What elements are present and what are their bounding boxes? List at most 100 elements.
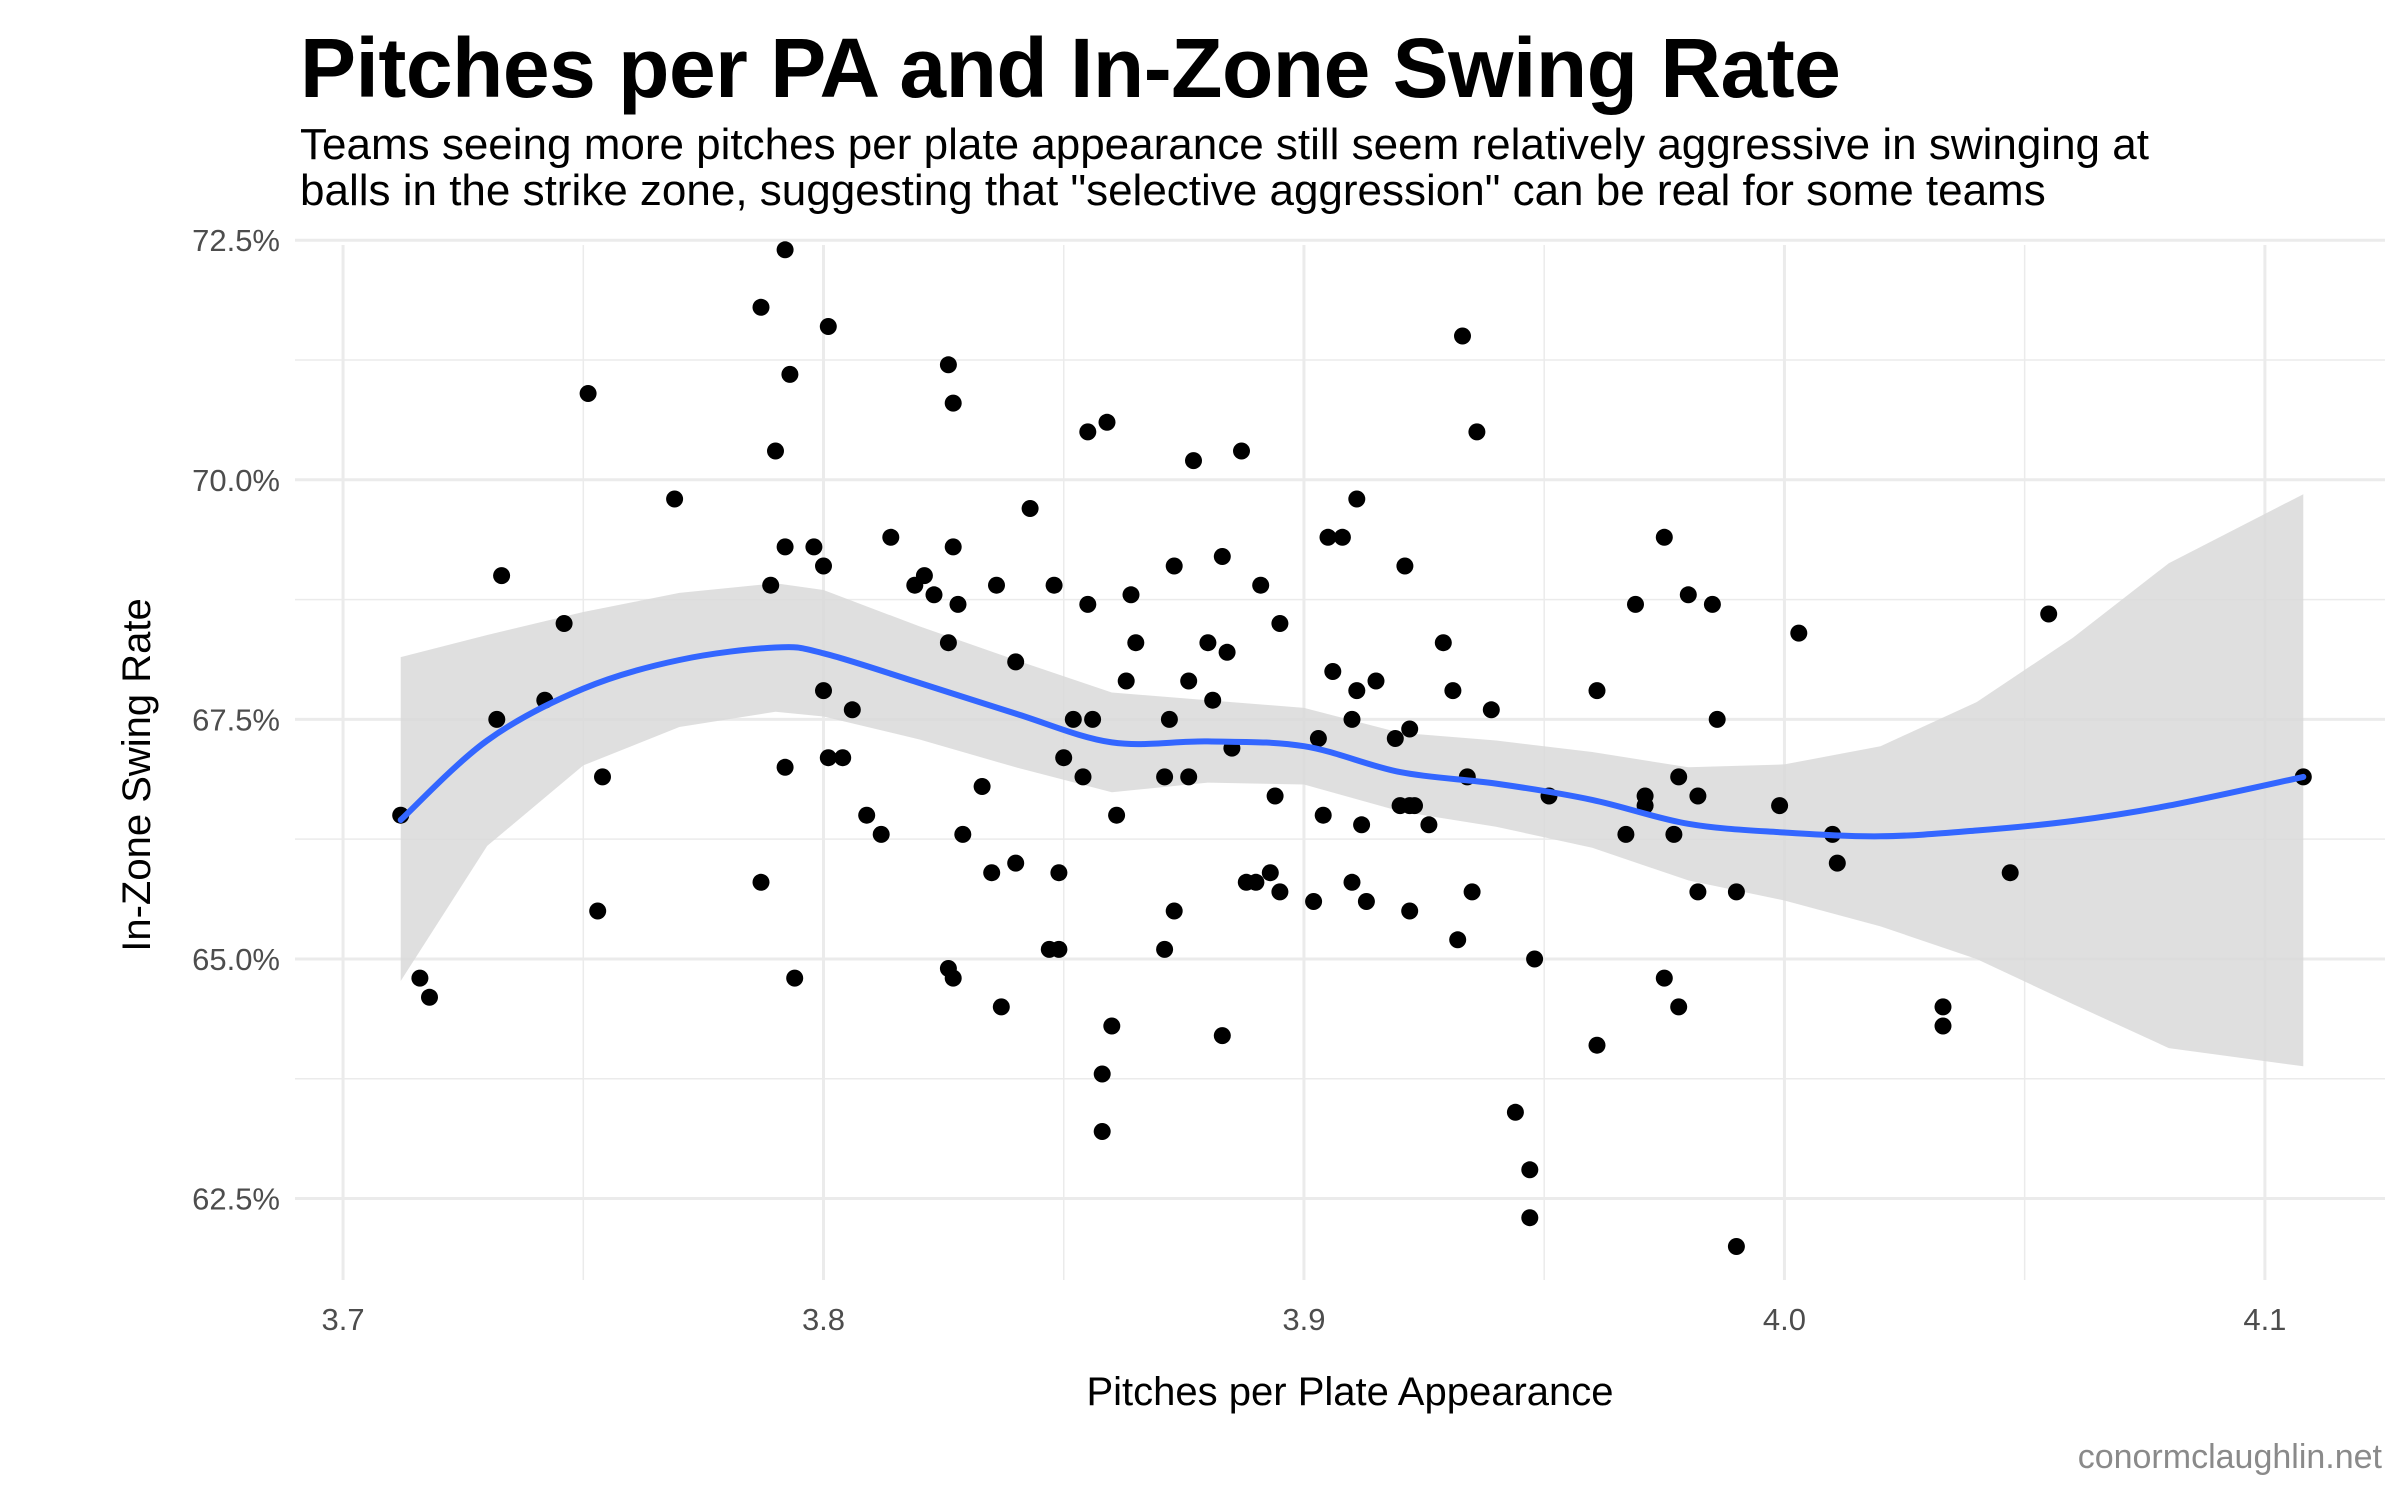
data-point	[1165, 902, 1183, 920]
chart-title: Pitches per PA and In-Zone Swing Rate	[300, 21, 1841, 115]
data-point	[1679, 586, 1697, 604]
data-points	[392, 241, 2312, 1255]
data-point	[949, 595, 967, 613]
data-point	[939, 634, 957, 652]
data-point	[1627, 595, 1644, 613]
data-point	[776, 538, 794, 556]
data-point	[1396, 557, 1414, 575]
data-point	[1305, 893, 1323, 910]
data-point	[493, 567, 511, 585]
data-point	[843, 701, 861, 719]
data-point	[1727, 883, 1745, 901]
data-point	[1093, 1065, 1111, 1083]
data-point	[1727, 1238, 1745, 1255]
data-point	[1252, 576, 1270, 594]
data-point	[882, 528, 900, 546]
data-point	[1117, 672, 1135, 690]
y-tick-label: 62.5%	[192, 1182, 280, 1217]
data-point	[805, 538, 823, 556]
data-point	[1050, 940, 1068, 958]
data-point	[1482, 701, 1500, 719]
data-point	[1771, 797, 1789, 815]
chart-subtitle: Teams seeing more pitches per plate appe…	[300, 122, 2320, 214]
data-point	[1401, 720, 1419, 738]
x-tick-label: 3.8	[802, 1302, 845, 1337]
data-point	[1703, 595, 1721, 613]
data-point	[1343, 710, 1361, 728]
y-tick-label: 70.0%	[192, 463, 280, 498]
data-point	[1401, 902, 1419, 920]
data-point	[1655, 969, 1673, 987]
data-point	[858, 806, 876, 824]
subtitle-line-2: balls in the strike zone, suggesting tha…	[300, 166, 2046, 215]
data-point	[1007, 854, 1025, 872]
data-point	[1406, 797, 1423, 815]
data-point	[767, 442, 784, 460]
data-point	[666, 490, 684, 508]
data-point	[1165, 557, 1183, 575]
data-point	[781, 365, 799, 383]
data-point	[1665, 825, 1683, 843]
data-point	[776, 241, 794, 259]
data-point	[1353, 816, 1371, 834]
data-point	[1079, 423, 1097, 441]
data-point	[1521, 1161, 1539, 1179]
data-point	[421, 988, 438, 1006]
data-point	[1934, 998, 1952, 1016]
smooth-trend-line	[397, 644, 2307, 840]
data-point	[1670, 768, 1688, 786]
y-tick-label: 67.5%	[192, 702, 280, 737]
data-point	[1064, 710, 1082, 728]
data-point	[1213, 548, 1231, 565]
data-point	[1213, 1027, 1231, 1045]
data-point	[2001, 864, 2019, 882]
data-point	[1588, 682, 1606, 700]
data-point	[1348, 682, 1366, 700]
data-point	[1199, 634, 1217, 652]
data-point	[819, 749, 837, 767]
data-point	[1098, 413, 1116, 431]
y-tick-label: 65.0%	[192, 942, 280, 977]
data-point	[1689, 787, 1707, 805]
x-tick-label: 3.7	[321, 1302, 364, 1337]
data-point	[1828, 854, 1846, 872]
data-point	[1617, 825, 1635, 843]
data-point	[1333, 528, 1351, 546]
data-point	[1204, 691, 1222, 709]
data-point	[1689, 883, 1707, 901]
x-tick-label: 3.9	[1282, 1302, 1325, 1337]
data-point	[1045, 576, 1063, 594]
data-point	[1271, 615, 1289, 632]
data-point	[1386, 730, 1404, 747]
data-point	[1084, 710, 1102, 728]
x-tick-label: 4.0	[1763, 1302, 1806, 1337]
data-point	[1420, 816, 1438, 834]
confidence-band	[400, 494, 2304, 1067]
data-point	[1324, 663, 1342, 680]
data-point	[1434, 634, 1452, 652]
data-point	[915, 567, 933, 585]
data-point	[988, 576, 1005, 594]
data-point	[1007, 653, 1025, 671]
y-tick-label: 72.5%	[192, 223, 280, 258]
data-point	[1271, 883, 1289, 901]
data-point	[1233, 442, 1250, 460]
data-point	[579, 385, 597, 402]
data-point	[776, 758, 794, 776]
data-point	[1074, 768, 1092, 786]
data-point	[925, 586, 943, 604]
data-point	[1127, 634, 1145, 652]
y-axis-title: In-Zone Swing Rate	[115, 598, 159, 952]
data-point	[1444, 682, 1462, 700]
data-point	[973, 778, 991, 795]
data-point	[1021, 500, 1039, 517]
data-point	[411, 969, 429, 987]
data-point	[1261, 864, 1279, 882]
data-point	[2040, 605, 2058, 623]
data-point	[1670, 998, 1688, 1016]
data-point	[1790, 624, 1808, 642]
data-point	[1343, 873, 1361, 891]
data-point	[954, 825, 972, 843]
data-point	[1180, 768, 1198, 786]
